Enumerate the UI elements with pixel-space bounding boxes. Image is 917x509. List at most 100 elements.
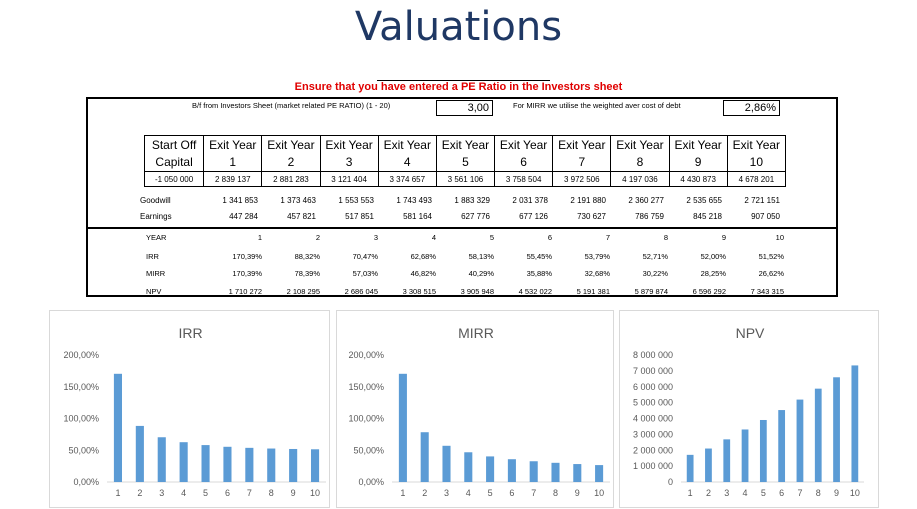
header-cell: Exit Year 1 [203,135,263,172]
header-cell: Exit Year 2 [261,135,321,172]
pe-ratio-label: B/f from Investors Sheet (market related… [192,101,391,110]
x-tick-label: 7 [247,488,252,498]
header-cell: Exit Year 8 [610,135,670,172]
x-tick-label: 7 [797,488,802,498]
capital-cell: 2 839 137 [203,171,263,187]
capital-cell: 3 972 506 [552,171,612,187]
earnings-value: 786 759 [635,212,664,221]
goodwill-value: 2 031 378 [512,196,548,205]
chart-title: MIRR [458,325,494,341]
goodwill-label: Goodwill [140,196,171,205]
year-value: 10 [775,233,784,242]
y-tick-label: 0,00% [358,477,384,487]
bar [723,439,731,482]
x-tick-label: 4 [743,488,748,498]
y-tick-label: 5 000 000 [633,398,673,408]
bar [420,432,429,482]
header-cell-text: 7 [578,154,586,169]
irr-value: 170,39% [232,252,262,261]
mirr-label: MIRR [146,269,166,278]
bar [551,462,560,482]
header-cell-text: Exit Year [325,137,373,152]
header-cell-text: Exit Year [732,137,781,152]
earnings-value: 517 851 [345,212,374,221]
bar [113,373,123,482]
bar [686,454,694,482]
y-tick-label: 2 000 000 [633,445,673,455]
x-tick-label: 8 [269,488,274,498]
irr-value: 55,45% [526,252,552,261]
earnings-value: 457 821 [287,212,316,221]
capital-cell: 2 881 283 [261,171,321,187]
irr-value: 52,00% [700,252,726,261]
chart-title: IRR [178,325,202,341]
earnings-value: 447 284 [229,212,258,221]
y-tick-label: 8 000 000 [633,350,673,360]
bar [796,399,804,482]
mirr-value: 30,22% [642,269,668,278]
mirr-value: 32,68% [584,269,610,278]
y-tick-label: 0 [668,477,673,487]
y-tick-label: 200,00% [63,350,99,360]
header-cell-text: Exit Year [383,137,431,152]
irr-value: 51,52% [758,252,784,261]
y-tick-label: 7 000 000 [633,366,673,376]
goodwill-value: 1 883 329 [454,196,490,205]
bar [464,452,473,482]
header-cell-text: 5 [462,154,469,169]
earnings-value: 581 164 [403,212,432,221]
bar [179,442,188,482]
bar [486,456,495,482]
bar [851,365,859,482]
mirr-value: 57,03% [352,269,378,278]
goodwill-value: 1 553 553 [338,196,374,205]
irr-label: IRR [146,252,159,261]
table-separator [88,227,836,229]
x-tick-label: 10 [310,488,320,498]
y-tick-label: 150,00% [63,382,99,392]
mirr-rate-value[interactable]: 2,86% [723,100,780,116]
npv-chart: NPV 0 1 000 000 2 000 000 3 000 000 4 000 000… [619,310,879,508]
year-value: 3 [373,233,378,242]
x-tick-label: 9 [575,488,580,498]
bar [507,459,516,482]
header-cell: Start Off Capital [143,135,205,172]
goodwill-value: 2 535 655 [686,196,722,205]
mirr-chart: MIRR 0,00% 50,00% 100,00% 150,00% 200,00% 1 2 3 4… [336,310,614,508]
x-tick-label: 3 [159,488,164,498]
year-value: 4 [431,233,436,242]
chart-title: NPV [736,325,765,341]
goodwill-value: 1 373 463 [280,196,316,205]
y-tick-label: 1 000 000 [633,461,673,471]
y-tick-label: 150,00% [348,382,384,392]
mirr-value: 26,62% [758,269,784,278]
header-cell-text: 8 [636,154,644,169]
goodwill-value: 1 743 493 [396,196,432,205]
year-value: 2 [315,233,320,242]
npv-value: 2 686 045 [344,287,378,296]
bar [814,388,822,482]
goodwill-value: 2 191 880 [570,196,606,205]
x-tick-label: 5 [203,488,208,498]
capital-cell: 4 678 201 [726,171,787,187]
irr-value: 58,13% [468,252,494,261]
npv-value: 5 879 874 [634,287,668,296]
year-value: 9 [721,233,726,242]
goodwill-value: 2 360 277 [628,196,664,205]
x-tick-label: 6 [509,488,514,498]
header-cell: Exit Year 4 [377,135,437,172]
header-cell-text: Exit Year [616,137,664,152]
y-tick-label: 4 000 000 [633,414,673,424]
pe-ratio-value[interactable]: 3,00 [436,100,493,116]
npv-value: 3 905 948 [460,287,494,296]
x-tick-label: 1 [688,488,693,498]
bar [223,446,232,482]
capital-cell: 4 197 036 [610,171,670,187]
earnings-value: 730 627 [577,212,606,221]
x-tick-label: 6 [779,488,784,498]
mirr-value: 170,39% [232,269,262,278]
x-tick-label: 7 [531,488,536,498]
header-cell-text: Exit Year [267,137,315,152]
warning-rule [377,80,550,81]
bar [267,448,276,482]
